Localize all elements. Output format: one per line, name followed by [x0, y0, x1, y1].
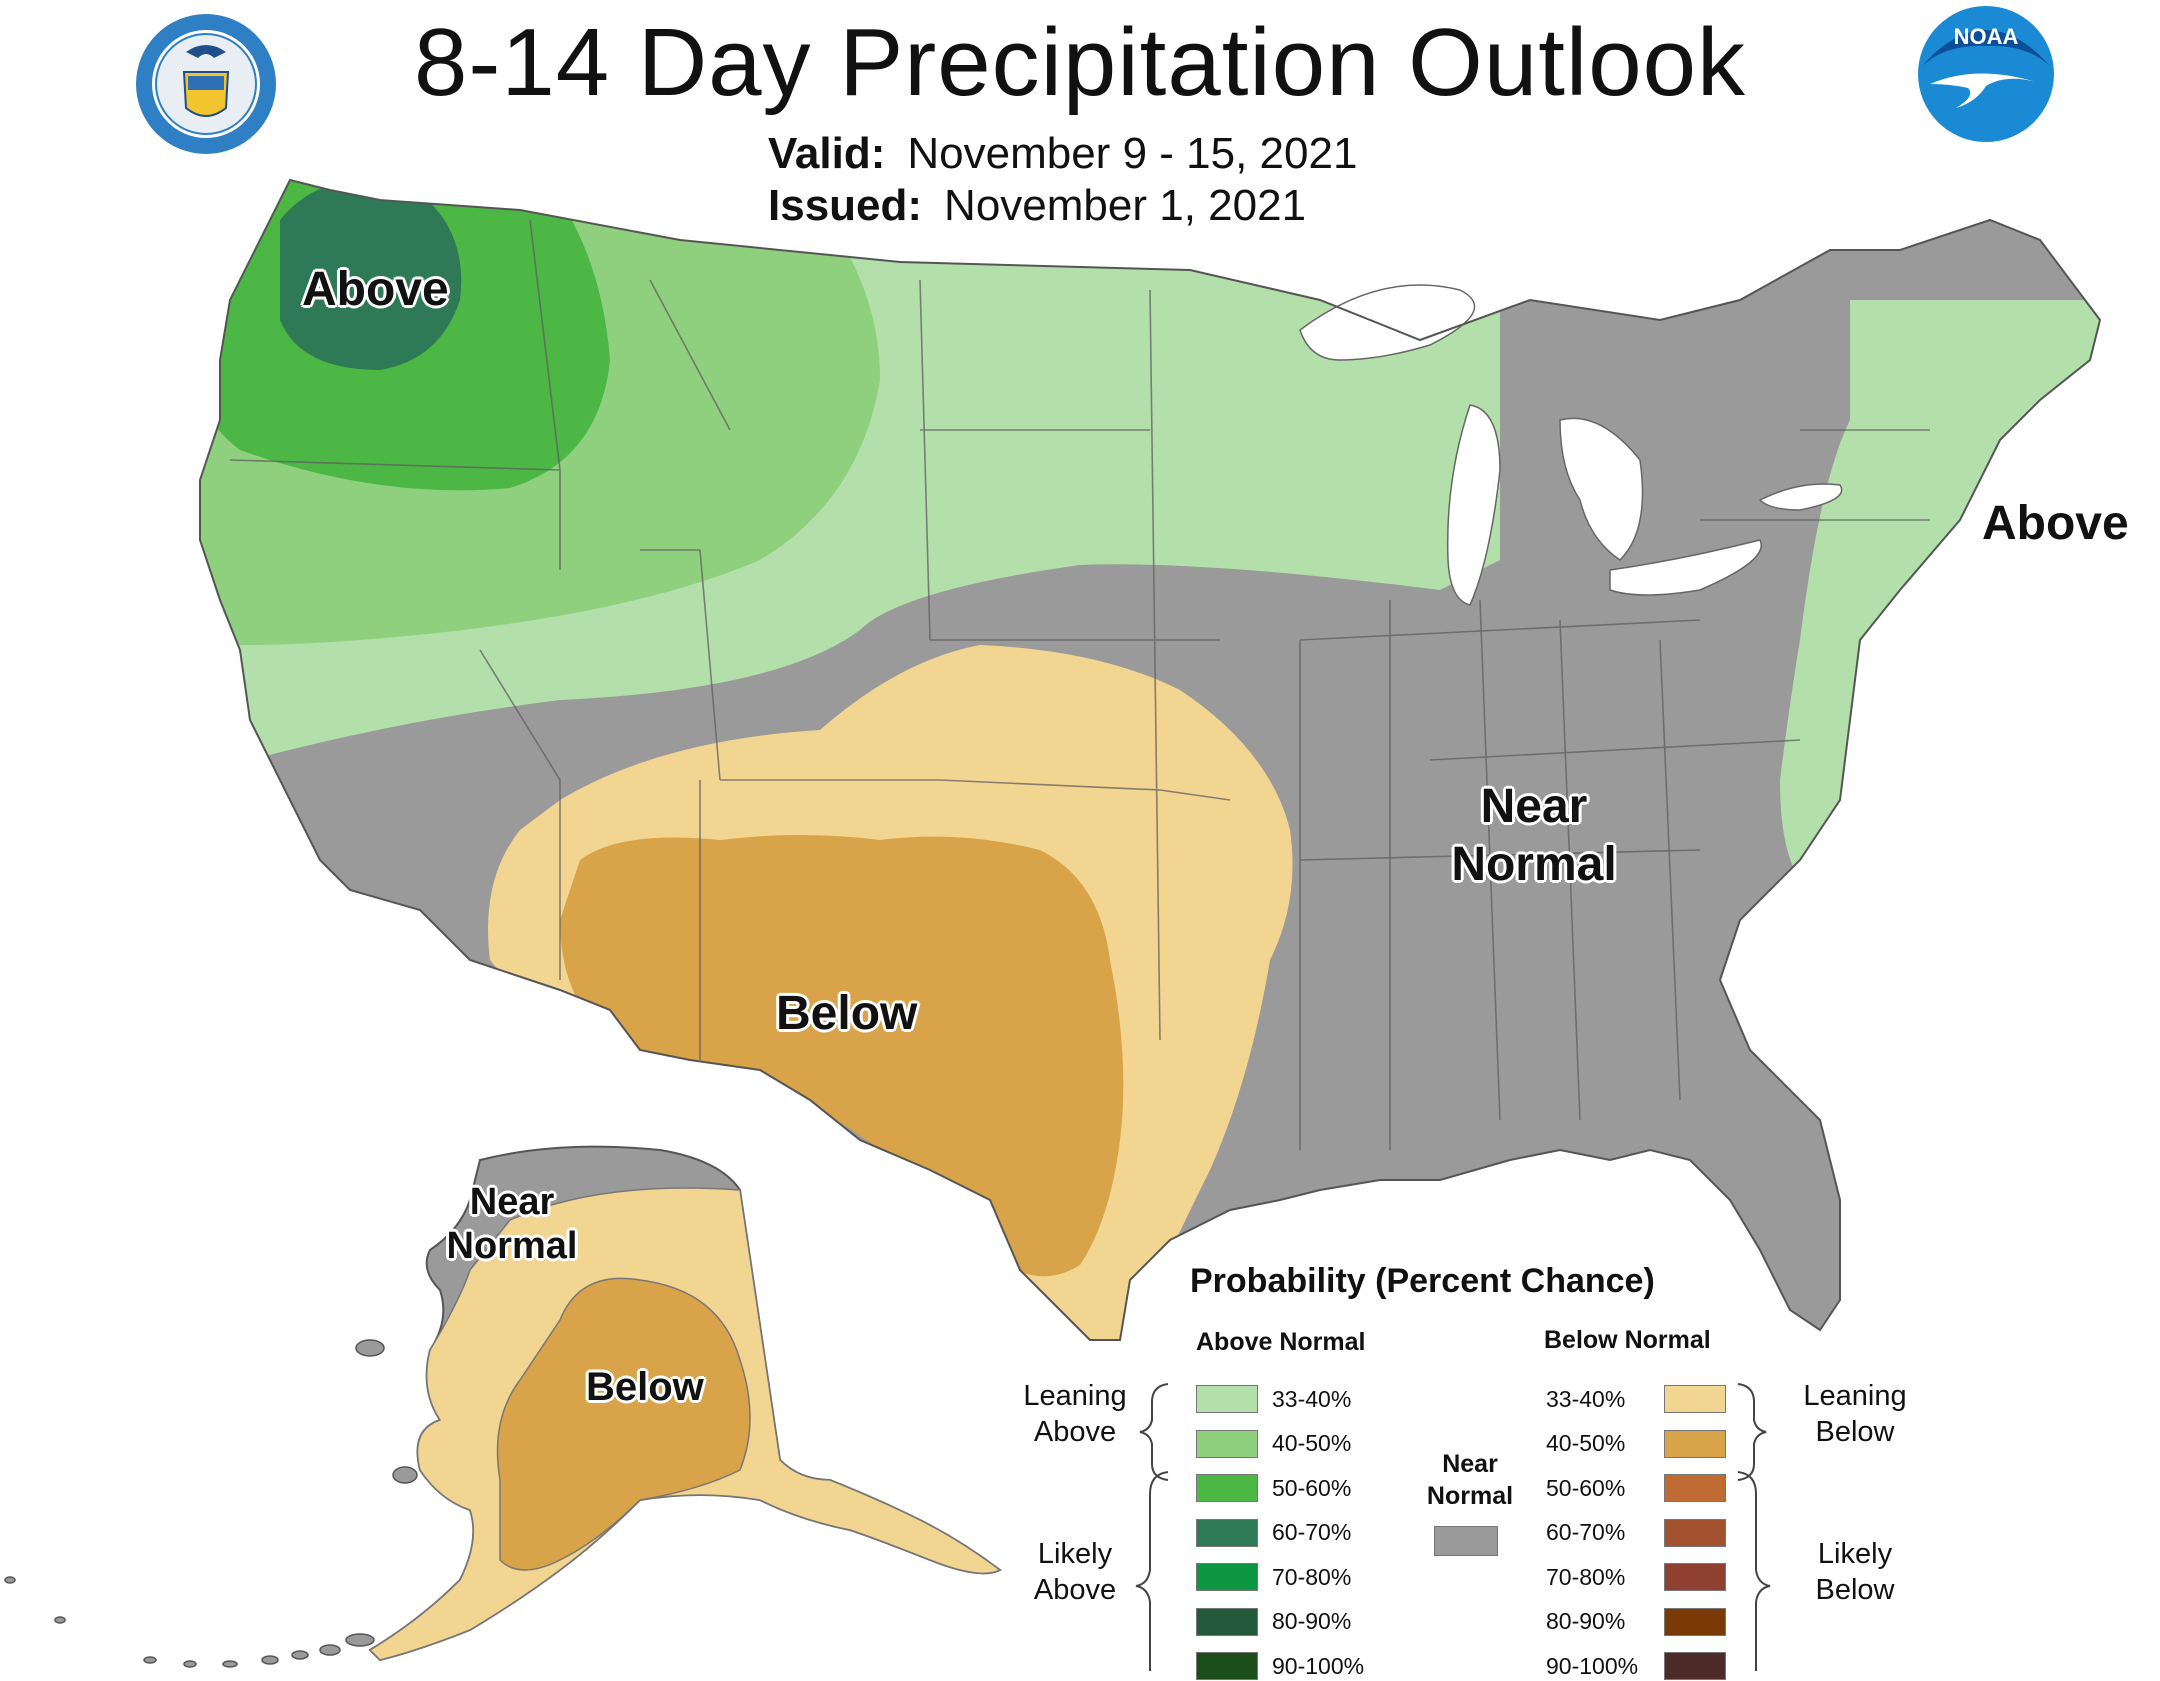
below-legend-swatch — [1664, 1563, 1726, 1591]
above-legend-swatch — [1196, 1518, 1258, 1547]
legend-likely-below: Likely Below — [1790, 1536, 1920, 1608]
above-legend-row: 60-70% — [0, 1518, 2160, 1548]
below-legend-range: 70-80% — [1546, 1563, 1626, 1590]
doc-seal-logo — [136, 14, 276, 154]
legend-likely-below-1: Likely — [1817, 1538, 1893, 1570]
legend-leaning-below-1: Leaning — [1803, 1380, 1907, 1412]
label-above-northwest: Above — [302, 263, 449, 316]
great-lakes — [1299, 284, 1843, 606]
below-legend-range: 80-90% — [1546, 1608, 1626, 1634]
above-legend-range: 33-40% — [1272, 1385, 1352, 1412]
below-legend-swatch — [1664, 1385, 1726, 1413]
legend-near-head-2: Normal — [1426, 1482, 1514, 1510]
below-legend-row: 33-40% — [0, 1384, 2160, 1414]
noaa-logo-text: NOAA — [1954, 24, 2019, 49]
above-legend-swatch — [1196, 1563, 1258, 1591]
above-legend-range: 40-50% — [1272, 1430, 1352, 1456]
label-above-northeast: Above — [1982, 497, 2129, 550]
label-below: Below — [776, 987, 918, 1040]
below-legend-swatch — [1664, 1429, 1726, 1458]
date-block: Valid: November 9 - 15, 2021 Issued: Novem… — [768, 128, 1357, 232]
above-legend-row: 80-90% — [0, 1607, 2160, 1637]
valid-line: Valid: November 9 - 15, 2021 — [768, 128, 1357, 180]
above-legend-swatch — [1196, 1385, 1258, 1413]
noaa-logo: NOAA — [1918, 6, 2054, 142]
legend-title: Probability (Percent Chance) — [1190, 1262, 1655, 1300]
above-legend-range: 60-70% — [1272, 1519, 1352, 1545]
below-legend-range: 33-40% — [1546, 1385, 1626, 1412]
legend-near-head-1: Near — [1442, 1450, 1498, 1478]
above-legend-range: 70-80% — [1272, 1563, 1352, 1590]
aleutian-islands — [4, 1339, 418, 1668]
below-legend-range: 60-70% — [1546, 1519, 1626, 1545]
legend-likely-above: Likely Above — [1010, 1536, 1140, 1608]
alaska-below-40-region — [496, 1277, 751, 1571]
label-near-normal-line2: Normal — [1451, 838, 1617, 891]
above-legend-range: 80-90% — [1272, 1608, 1352, 1634]
label-near-normal-line1: Near — [1480, 780, 1588, 833]
label-near-normal: Near Normal — [1444, 778, 1624, 894]
below-legend-row: 40-50% — [0, 1429, 2160, 1459]
below-legend-range: 50-60% — [1546, 1474, 1626, 1501]
label-alaska-near-normal: Near Normal — [432, 1180, 592, 1268]
below-legend-row: 90-100% — [0, 1651, 2160, 1681]
above-legend-range: 50-60% — [1272, 1474, 1352, 1501]
below-legend-range: 90-100% — [1546, 1652, 1639, 1679]
below-legend-range: 40-50% — [1546, 1430, 1626, 1456]
legend-leaning-below: Leaning Below — [1790, 1378, 1920, 1450]
above-legend-row: 50-60% — [0, 1473, 2160, 1503]
legend-leaning-above-2: Above — [1033, 1416, 1117, 1448]
legend-leaning-above: Leaning Above — [1010, 1378, 1140, 1450]
alaska-map — [4, 1145, 1002, 1668]
label-alaska-below: Below — [586, 1365, 704, 1409]
page-title: 8-14 Day Precipitation Outlook — [414, 9, 1746, 116]
below-legend-row: 70-80% — [0, 1562, 2160, 1592]
issued-line: Issued: November 1, 2021 — [768, 180, 1357, 232]
below-40-region — [560, 835, 1124, 1277]
above-60-region — [280, 180, 462, 370]
conus-outline — [199, 178, 2102, 1341]
below-legend-row: 80-90% — [0, 1607, 2160, 1637]
legend-likely-above-2: Above — [1033, 1574, 1117, 1606]
legend-near-normal-swatch — [1434, 1526, 1498, 1556]
legend-likely-above-1: Likely — [1037, 1538, 1113, 1570]
above-legend-row: 40-50% — [0, 1429, 2160, 1459]
below-legend-row: 50-60% — [0, 1473, 2160, 1503]
valid-value: November 9 - 15, 2021 — [907, 129, 1358, 178]
issued-value: November 1, 2021 — [944, 181, 1307, 230]
issued-label: Issued: — [768, 181, 923, 230]
above-legend-swatch — [1196, 1429, 1258, 1458]
above-legend-row: 33-40% — [0, 1384, 2160, 1414]
legend-near-head: Near Normal — [1420, 1448, 1520, 1512]
below-legend-row: 60-70% — [0, 1518, 2160, 1548]
below-legend-swatch — [1664, 1518, 1726, 1547]
below-legend-swatch — [1664, 1652, 1726, 1680]
below-legend-swatch — [1664, 1607, 1726, 1636]
valid-label: Valid: — [768, 129, 886, 178]
label-alaska-near-line1: Near — [469, 1181, 555, 1223]
below-legend-swatch — [1664, 1474, 1726, 1502]
legend-below-head: Below Normal — [1544, 1326, 1711, 1354]
legend-leaning-above-1: Leaning — [1023, 1380, 1127, 1412]
legend-leaning-below-2: Below — [1815, 1416, 1895, 1448]
legend-above-head: Above Normal — [1196, 1328, 1366, 1356]
label-alaska-near-line2: Normal — [446, 1225, 578, 1267]
above-legend-swatch — [1196, 1474, 1258, 1502]
above-legend-row: 70-80% — [0, 1562, 2160, 1592]
above-legend-swatch — [1196, 1607, 1258, 1636]
legend-likely-below-2: Below — [1815, 1574, 1895, 1606]
